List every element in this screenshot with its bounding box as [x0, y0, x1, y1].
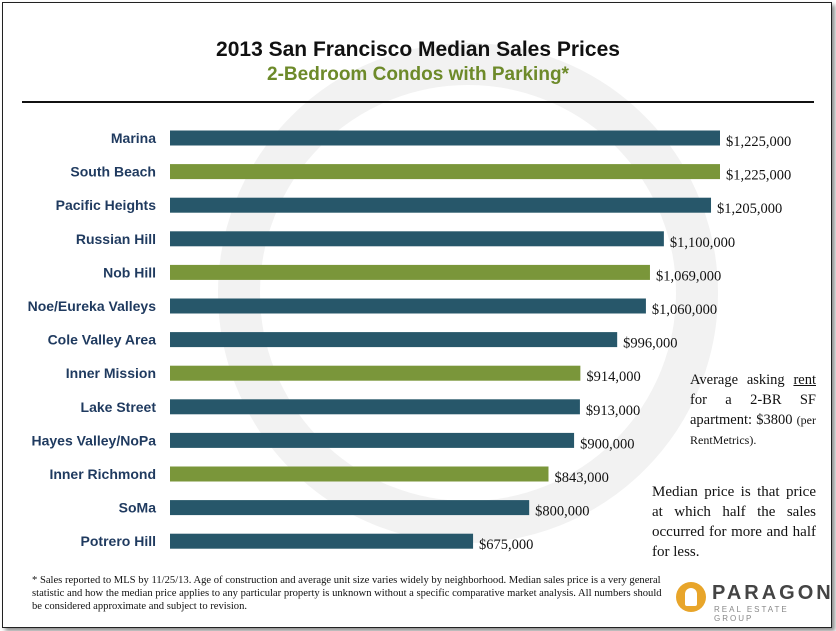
- bar-4: [170, 264, 650, 280]
- bar-12: [170, 533, 474, 549]
- bar-8: [170, 399, 580, 415]
- value-label-2: $1,205,000: [717, 201, 782, 217]
- category-label-8: Lake Street: [81, 399, 157, 415]
- value-label-5: $1,060,000: [652, 302, 717, 318]
- bar-7: [170, 365, 581, 381]
- category-label-6: Cole Valley Area: [48, 332, 157, 348]
- logo-name: PARAGON: [712, 582, 834, 604]
- value-label-7: $914,000: [586, 369, 640, 385]
- bar-1: [170, 164, 720, 180]
- bar-0: [170, 130, 720, 146]
- value-label-10: $843,000: [554, 470, 608, 486]
- chart-title: 2013 San Francisco Median Sales Prices: [216, 38, 620, 61]
- category-label-0: Marina: [111, 130, 156, 146]
- value-label-8: $913,000: [586, 403, 640, 419]
- category-label-7: Inner Mission: [66, 365, 156, 381]
- bar-11: [170, 500, 530, 516]
- value-label-1: $1,225,000: [726, 168, 791, 184]
- title-divider: [22, 101, 814, 103]
- paragon-flame-icon: [676, 582, 706, 612]
- footnote: * Sales reported to MLS by 11/25/13. Age…: [32, 575, 662, 612]
- category-label-12: Potrero Hill: [81, 533, 156, 549]
- value-label-4: $1,069,000: [656, 268, 721, 284]
- category-label-5: Noe/Eureka Valleys: [28, 298, 157, 314]
- category-label-11: SoMa: [119, 500, 157, 516]
- category-label-2: Pacific Heights: [56, 197, 157, 213]
- rent-note-source: (per RentMetrics).: [690, 413, 816, 447]
- value-label-11: $800,000: [535, 504, 589, 520]
- bar-9: [170, 432, 575, 448]
- paragon-logo: PARAGON REAL ESTATE GROUP: [676, 580, 831, 623]
- rent-note: Average asking rent for a 2-BR SF apartm…: [690, 370, 816, 450]
- rent-note-keyword: rent: [793, 372, 816, 388]
- chart-subtitle: 2-Bedroom Condos with Parking*: [267, 64, 569, 85]
- category-label-3: Russian Hill: [76, 231, 156, 247]
- value-label-9: $900,000: [580, 436, 634, 452]
- value-label-0: $1,225,000: [726, 134, 791, 150]
- bar-10: [170, 466, 549, 482]
- category-label-1: South Beach: [70, 164, 156, 180]
- bar-6: [170, 332, 618, 348]
- category-label-4: Nob Hill: [103, 264, 156, 280]
- median-note: Median price is that price at which half…: [652, 484, 816, 560]
- rent-note-prefix: Average asking: [690, 372, 785, 388]
- category-label-10: Inner Richmond: [49, 466, 156, 482]
- value-label-3: $1,100,000: [670, 235, 735, 251]
- value-label-12: $675,000: [479, 537, 533, 553]
- bar-3: [170, 231, 664, 247]
- category-label-9: Hayes Valley/NoPa: [31, 432, 156, 448]
- value-label-6: $996,000: [623, 336, 677, 352]
- bar-5: [170, 298, 646, 314]
- rent-note-text: for a 2-BR SF apartment: $3800: [690, 392, 816, 428]
- bar-2: [170, 197, 712, 213]
- logo-tagline: REAL ESTATE GROUP: [714, 605, 789, 623]
